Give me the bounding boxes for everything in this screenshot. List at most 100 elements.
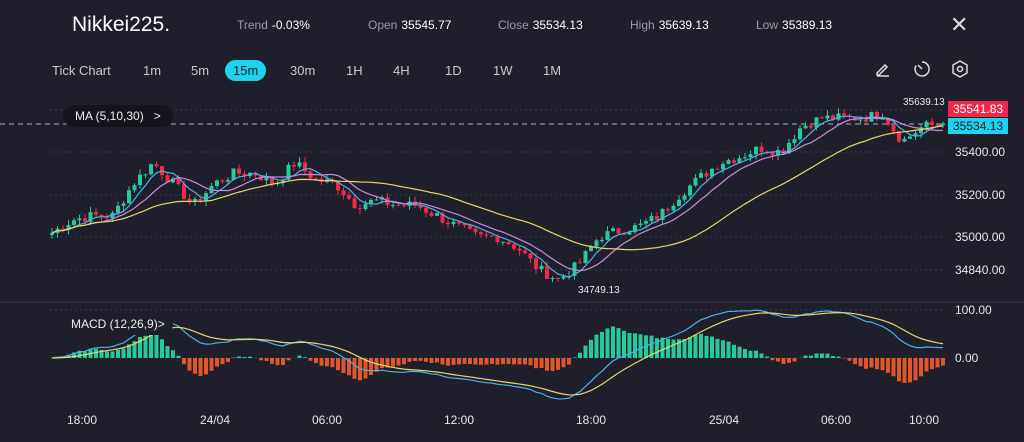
macd-histogram-bar [556, 358, 560, 370]
candle-body [842, 113, 846, 116]
candle-body [297, 162, 302, 167]
candle-body [424, 207, 428, 213]
candle-body [473, 228, 478, 233]
macd-indicator-button[interactable]: MACD (12,26,9)> [63, 313, 173, 335]
macd-histogram-bar [385, 358, 390, 368]
macd-histogram-bar [781, 358, 786, 364]
tab-5m[interactable]: 5m [191, 63, 210, 78]
candle-body [187, 198, 192, 202]
candle-body [182, 184, 186, 199]
macd-histogram-bar [259, 358, 263, 361]
macd-histogram-bar [66, 354, 71, 358]
tab-tick-chart[interactable]: Tick Chart [52, 63, 111, 78]
close-price-tag: 35534.13 [948, 118, 1009, 134]
candle-body [451, 221, 456, 225]
macd-histogram-bar [693, 335, 698, 358]
candle-body [611, 228, 615, 232]
macd-histogram-bar [270, 358, 274, 364]
macd-histogram-bar [231, 357, 236, 358]
candle-body [627, 232, 632, 235]
settings-icon[interactable] [950, 59, 970, 79]
macd-histogram-bar [363, 358, 368, 379]
macd-histogram-bar [688, 337, 692, 358]
tab-15m[interactable]: 15m [225, 60, 267, 81]
macd-histogram-bar [589, 339, 593, 358]
candle-body [138, 174, 142, 186]
macd-histogram-bar [495, 358, 500, 365]
tab-1W[interactable]: 1W [493, 63, 513, 78]
candle-body [743, 157, 747, 159]
tab-1D[interactable]: 1D [445, 63, 462, 78]
macd-histogram-bar [572, 357, 577, 358]
candle-body [61, 228, 65, 230]
macd-histogram-bar [341, 358, 346, 374]
macd-histogram-bar [913, 358, 918, 381]
macd-histogram-bar [924, 358, 929, 372]
macd-histogram-bar [121, 348, 126, 358]
candle-body [935, 124, 940, 126]
candle-body [121, 203, 126, 206]
macd-histogram-bar [704, 335, 709, 358]
candle-body [176, 178, 181, 185]
macd-histogram-bar [215, 358, 219, 367]
candle-body [578, 262, 582, 264]
candle-body [677, 199, 681, 206]
macd-histogram-bar [853, 358, 857, 365]
candle-body [484, 234, 489, 236]
macd-dif-line [51, 309, 944, 400]
candle-body [908, 136, 912, 139]
candle-body [314, 178, 318, 180]
candle-body [457, 221, 461, 224]
candle-body [567, 275, 571, 277]
candle-body [396, 205, 401, 207]
candle-body [413, 201, 417, 206]
macd-histogram-bar [72, 352, 76, 358]
macd-histogram-bar [677, 339, 681, 358]
macd-histogram-bar [171, 350, 175, 358]
candle-body [919, 127, 923, 134]
macd-histogram-bar [506, 358, 511, 364]
tab-30m[interactable]: 30m [290, 63, 316, 78]
macd-histogram-bar [182, 358, 186, 365]
macd-histogram-bar [440, 358, 445, 365]
macd-histogram-bar [869, 358, 874, 368]
candle-body [154, 164, 159, 167]
macd-histogram-bar [770, 358, 775, 361]
candle-body [715, 168, 720, 170]
candle-body [391, 205, 395, 207]
macd-histogram-bar [374, 358, 379, 372]
candle-body [754, 146, 758, 155]
macd-histogram-bar [809, 355, 813, 358]
macd-histogram-bar [446, 358, 450, 366]
draw-icon[interactable] [873, 59, 893, 79]
macd-histogram-bar [550, 358, 555, 371]
macd-histogram-bar [143, 335, 148, 358]
macd-histogram-bar [116, 349, 120, 358]
macd-histogram-bar [748, 350, 753, 358]
tab-4H[interactable]: 4H [393, 63, 410, 78]
macd-histogram-bar [765, 356, 769, 358]
macd-histogram-bar [567, 358, 571, 365]
candle-body [88, 212, 93, 222]
candle-body [440, 213, 445, 223]
candle-body [759, 146, 764, 152]
candle-body [72, 220, 76, 226]
ma-indicator-button[interactable]: MA (5,10,30) > [63, 105, 173, 127]
macd-histogram-bar [594, 334, 599, 358]
macd-histogram-bar [710, 336, 714, 358]
candle-body [495, 236, 500, 243]
tab-1M[interactable]: 1M [543, 63, 562, 78]
candle-body [583, 251, 588, 264]
macd-histogram-bar [902, 358, 907, 383]
macd-histogram-bar [847, 358, 852, 361]
candle-body [556, 277, 560, 279]
macd-histogram-bar [451, 358, 456, 365]
tab-1H[interactable]: 1H [346, 63, 363, 78]
macd-tick: 100.00 [955, 303, 992, 317]
close-icon[interactable]: ✕ [950, 12, 969, 37]
timer-icon[interactable] [912, 59, 932, 79]
tab-1m[interactable]: 1m [143, 63, 162, 78]
candle-body [539, 265, 544, 270]
candle-body [193, 198, 197, 202]
